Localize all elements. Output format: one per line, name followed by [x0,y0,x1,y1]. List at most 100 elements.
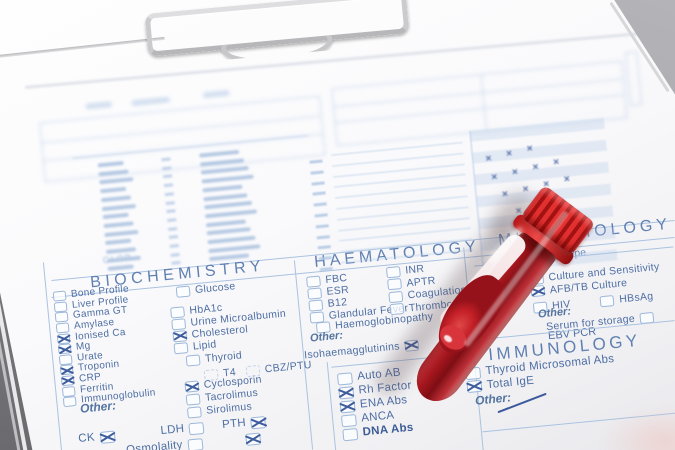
biochemistry-column2: HbA1c Urine Microalbumin Cholesterol Lipid [170,296,289,355]
checkbox [308,298,324,312]
decorative [131,97,170,106]
decorative [203,90,230,98]
checked-checkbox [59,364,74,376]
decorative [335,185,467,199]
grid-pen-mark: ✕ [552,157,560,167]
decorative [168,226,178,231]
checked-checkbox [57,343,72,355]
decorative [85,101,112,110]
decorative [317,245,331,250]
clip-bump [219,34,336,61]
checkbox-label: HBsAg [618,289,654,306]
decorative [162,166,172,170]
checkbox-label: Total IgE [486,374,535,391]
decorative [171,261,181,266]
checked-checkbox [56,332,71,345]
checkbox [175,285,191,298]
checkbox [307,286,323,300]
decorative [105,238,132,246]
decorative [165,200,175,205]
checkbox-label: LDH [159,423,185,438]
clip-wire-rod [0,36,165,59]
checked-checkbox [244,432,261,446]
checkbox-label: PTH [221,417,247,432]
decorative [336,195,468,210]
decorative [312,191,326,196]
decorative [203,192,248,201]
decorative [331,152,464,167]
decorative [309,159,323,164]
decorative [100,195,132,203]
haematology-other-label: Other: [309,329,344,345]
checkbox [173,341,189,354]
decorative [169,244,179,248]
checkbox [171,317,187,331]
grid-pen-mark: ✕ [531,162,540,172]
decorative [107,264,134,272]
decorative [206,227,251,236]
decorative [315,224,329,229]
checkbox-label: Thyroid [204,349,243,365]
decorative [104,229,139,237]
biochemistry-other-label: Other: [79,398,117,416]
checkbox [55,322,70,334]
checkbox-label: Isohaemagglutinins [303,340,401,362]
decorative [310,170,324,175]
decorative [102,212,129,220]
out-of-focus-foreground-blur [600,406,675,450]
checked-checkbox [172,329,188,342]
decorative [314,213,328,218]
decorative [333,163,465,178]
checkbox [53,301,68,313]
checkbox [52,290,67,302]
decorative [200,166,249,175]
decorative [207,235,256,245]
checkbox [387,278,403,291]
decorative [170,252,180,257]
decorative [311,181,325,186]
immunology-other-label: Other: [474,390,512,408]
checkbox [187,438,204,450]
checkbox-label: Osmolality [125,439,184,450]
decorative [164,192,174,196]
checked-checkbox [338,386,355,400]
checkbox [340,414,358,428]
checkbox [54,311,69,324]
checked-checkbox [99,430,116,444]
checkbox [58,354,73,366]
auto-box-left-line [326,362,337,450]
checked-checkbox [184,380,200,393]
checkbox-label: Glucose [194,279,237,296]
decorative [166,209,176,214]
decorative [316,234,330,240]
grid-pen-mark: ✕ [484,153,493,164]
checkbox-label: INR [404,262,425,277]
checkbox [185,353,201,367]
decorative [334,174,466,188]
clipboard-clip [144,0,410,61]
decorative [339,228,471,242]
decorative [201,174,254,184]
checkbox [61,385,76,397]
grid-pen-mark: ✕ [563,174,571,184]
decorative [199,149,240,158]
form-checkbox-item: HBsAg [599,289,654,307]
checkbox-label: Sirolimus [205,400,253,418]
decorative [163,183,174,188]
grid-pen-mark: ✕ [505,148,513,159]
decorative [103,221,134,229]
decorative [208,243,261,253]
grid-pen-mark: ✕ [490,172,499,182]
decorative [209,253,250,262]
decorative [205,219,246,227]
decorative [338,217,470,231]
decorative [100,186,127,194]
checkbox [185,393,201,406]
checked-checkbox [250,415,267,430]
grid-pen-mark: ✕ [511,167,519,177]
biochemistry-column1: Bone Profile Liver Profile Gamma GT Amylase… [52,283,157,408]
checkbox [385,265,401,279]
decorative [340,238,472,253]
decorative [199,158,245,167]
